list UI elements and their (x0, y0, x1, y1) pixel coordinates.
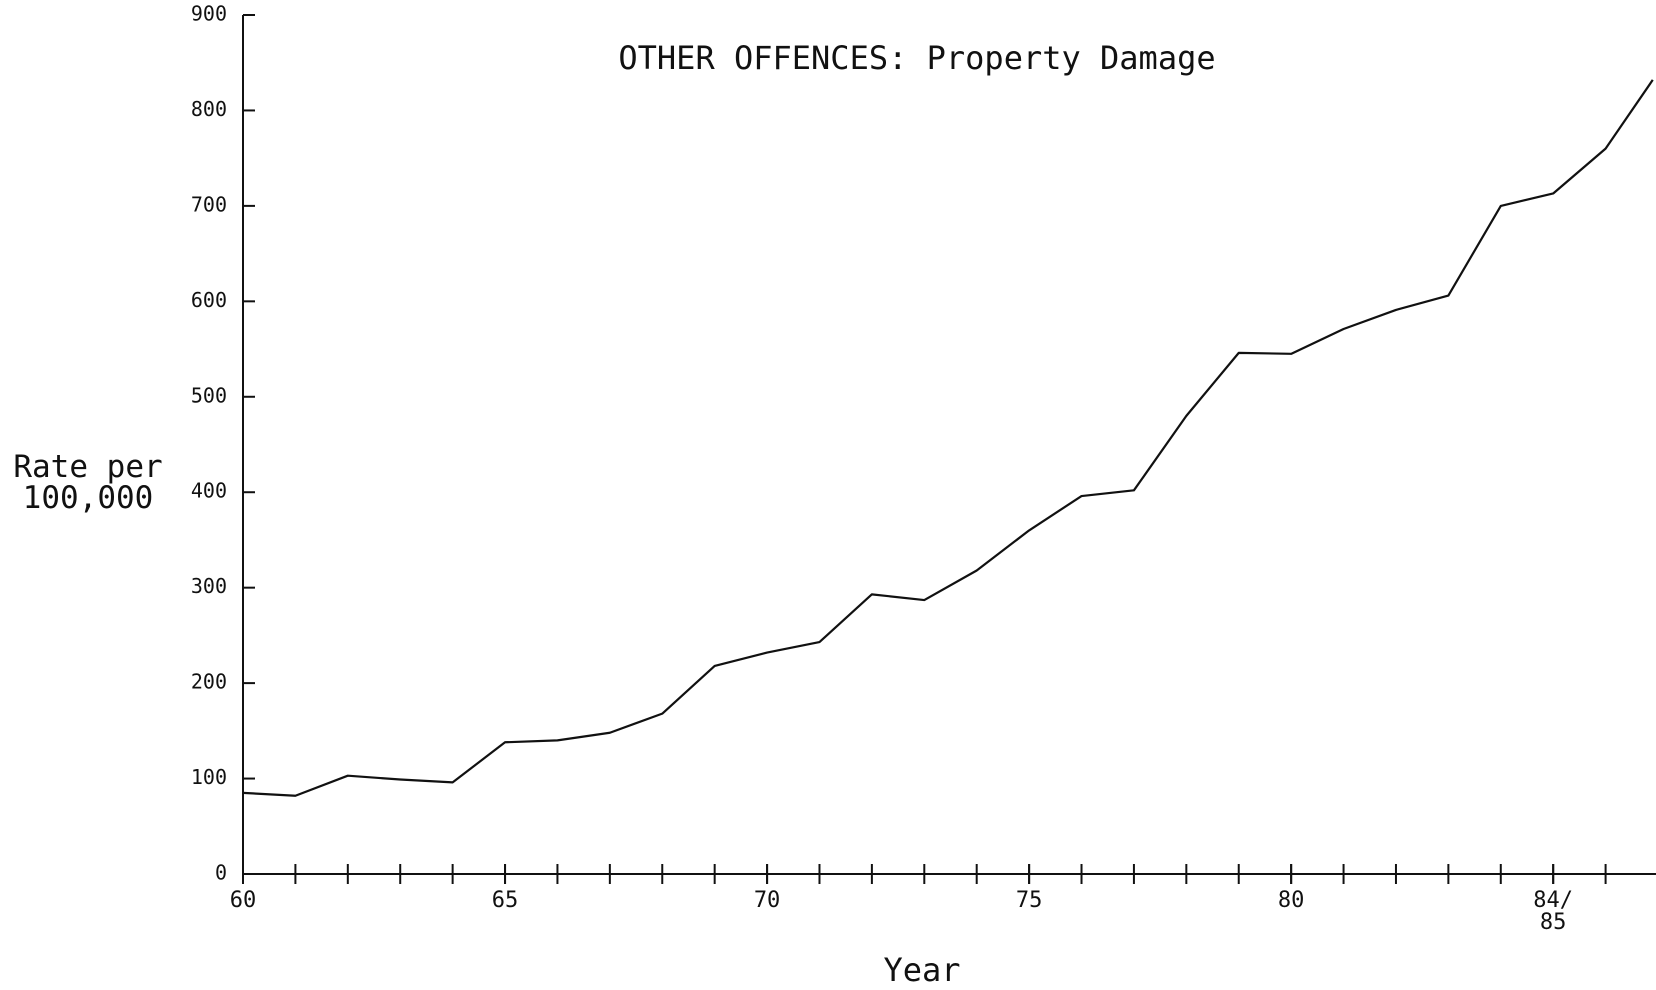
x-tick-label: 84/ 85 (1533, 888, 1574, 935)
y-axis-label: Rate per 100,000 (13, 449, 163, 516)
y-tick-label: 200 (191, 670, 227, 694)
y-tick-label: 600 (191, 288, 227, 312)
y-tick-label: 700 (191, 192, 227, 216)
x-tick-label: 70 (753, 888, 781, 913)
x-tick-label: 65 (491, 888, 519, 913)
x-axis-label: Year (883, 951, 960, 989)
y-tick-label: 0 (215, 861, 227, 885)
x-tick-label: 75 (1015, 888, 1043, 913)
y-tick-label: 500 (191, 383, 227, 407)
y-tick-label: 400 (191, 479, 227, 503)
y-tick-label: 100 (191, 765, 227, 789)
x-tick-label: 60 (229, 888, 257, 913)
x-tick-label: 80 (1277, 888, 1305, 913)
y-tick-label: 900 (191, 2, 227, 26)
chart-title: OTHER OFFENCES: Property Damage (618, 39, 1215, 77)
y-tick-label: 300 (191, 574, 227, 598)
y-tick-label: 800 (191, 97, 227, 121)
data-line (242, 79, 1654, 797)
